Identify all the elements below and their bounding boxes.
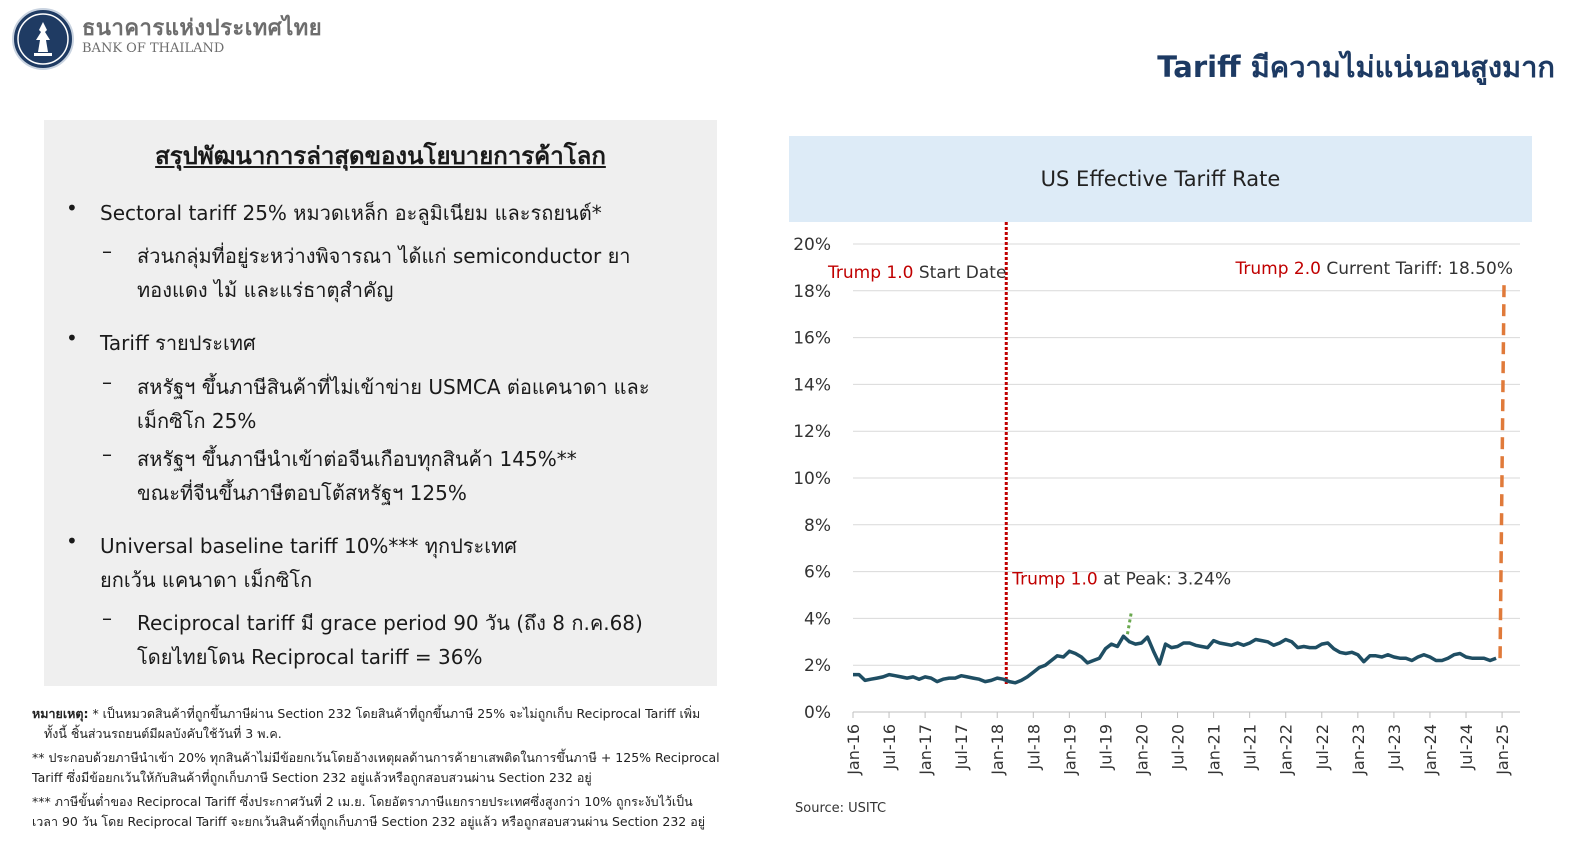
annotation-trump1-start: Trump 1.0 Start Date	[827, 263, 1006, 283]
x-tick-label: Jul-18	[1024, 724, 1043, 770]
bank-logo	[12, 8, 74, 70]
x-tick-label: Jan-25	[1493, 724, 1512, 776]
x-tick-label: Jul-21	[1241, 724, 1260, 770]
chart-title: US Effective Tariff Rate	[1040, 167, 1281, 191]
annotation-trump1-start-text: Start Date	[913, 263, 1006, 283]
annotation-trump1-start-prefix: Trump 1.0	[827, 263, 913, 283]
sub-bullet-line: ส่วนกลุ่มที่อยู่ระหว่างพิจารณา ได้แก่ se…	[137, 244, 631, 268]
sub-bullet-usmca: สหรัฐฯ ขึ้นภาษีสินค้าที่ไม่เข้าข่าย USMC…	[137, 370, 650, 438]
bullet-icon: •	[66, 196, 78, 220]
x-tick-label: Jul-16	[880, 724, 899, 770]
x-tick-label: Jul-19	[1096, 724, 1115, 770]
sub-bullet-line: ขณะที่จีนขึ้นภาษีตอบโต้สหรัฐฯ 125%	[137, 481, 467, 505]
x-tick-label: Jan-17	[916, 724, 935, 776]
y-tick-label: 16%	[793, 329, 831, 349]
footnote-2: ** ประกอบด้วยภาษีนำเข้า 20% ทุกสินค้าไม่…	[32, 750, 720, 765]
bullet-icon: •	[66, 529, 78, 553]
y-tick-label: 14%	[793, 375, 831, 395]
dash-icon: –	[102, 239, 112, 263]
tariff-rate-line	[853, 634, 1497, 685]
x-tick-label: Jan-24	[1421, 724, 1440, 776]
annotation-trump1-peak-prefix: Trump 1.0	[1011, 569, 1097, 589]
x-tick-label: Jan-19	[1060, 724, 1079, 776]
bullet-sectoral-tariff: Sectoral tariff 25% หมวดเหล็ก อะลูมิเนีย…	[100, 201, 602, 225]
x-tick-label: Jan-22	[1277, 724, 1296, 776]
sub-bullet-line: สหรัฐฯ ขึ้นภาษีสินค้าที่ไม่เข้าข่าย USMC…	[137, 375, 650, 399]
tariff-rate-chart: 0% 2% 4% 6% 8% 10% 12% 14% 16% 18% 20% Jan-16 Jul-16…	[793, 222, 1520, 776]
x-tick-label: Jan-16	[844, 724, 863, 776]
bullet-line: Universal baseline tariff 10%*** ทุกประเ…	[100, 534, 517, 558]
x-tick-label: Jan-18	[988, 724, 1007, 776]
dash-icon: –	[102, 442, 112, 466]
annotation-trump1-peak: Trump 1.0 at Peak: 3.24%	[1011, 569, 1231, 589]
bullet-line: ยกเว้น แคนาดา เม็กซิโก	[100, 568, 313, 592]
x-tick-label: Jul-23	[1385, 724, 1404, 770]
org-name-en: BANK OF THAILAND	[82, 41, 225, 56]
sub-bullet-line: เม็กซิโก 25%	[137, 409, 257, 433]
sub-bullet-line: Reciprocal tariff มี grace period 90 วัน…	[137, 611, 643, 635]
panel-title: สรุปพัฒนาการล่าสุดของนโยบายการค้าโลก	[155, 142, 606, 170]
sub-bullet-china: สหรัฐฯ ขึ้นภาษีนำเข้าต่อจีนเกือบทุกสินค้…	[137, 442, 577, 510]
chart-source: Source: USITC	[795, 801, 887, 816]
x-tick-label: Jul-24	[1457, 724, 1476, 770]
bullet-icon: •	[66, 326, 78, 350]
footnote-1: * เป็นหมวดสินค้าที่ถูกขึ้นภาษีผ่าน Secti…	[92, 706, 701, 721]
y-tick-label: 6%	[804, 563, 831, 583]
footnote-1-cont: ทั้งนี้ ชิ้นส่วนรถยนต์มีผลบังคับใช้วันที…	[44, 726, 282, 741]
x-tick-label: Jul-17	[952, 724, 971, 770]
current-tariff-marker	[1498, 281, 1506, 659]
bullet-universal-baseline: Universal baseline tariff 10%*** ทุกประเ…	[100, 529, 517, 597]
sub-bullet-under-review: ส่วนกลุ่มที่อยู่ระหว่างพิจารณา ได้แก่ se…	[137, 239, 631, 307]
footnote-3-cont: เวลา 90 วัน โดย Reciprocal Tariff จะยกเว…	[32, 814, 706, 829]
footnote-2-cont: Tariff ซึ่งมีข้อยกเว้นให้กับสินค้าที่ถูก…	[32, 770, 592, 785]
sub-bullet-line: โดยไทยโดน Reciprocal tariff = 36%	[137, 645, 483, 669]
dash-icon: –	[102, 370, 112, 394]
x-tick-label: Jan-20	[1132, 724, 1151, 776]
x-tick-label: Jan-21	[1205, 724, 1224, 776]
y-tick-label: 0%	[804, 703, 831, 723]
y-tick-label: 10%	[793, 469, 831, 489]
footnotes: หมายเหตุ: * เป็นหมวดสินค้าที่ถูกขึ้นภาษี…	[32, 704, 742, 836]
annotation-trump2-current-text: Current Tariff: 18.50%	[1321, 259, 1513, 279]
y-tick-label: 20%	[793, 235, 831, 255]
peak-marker	[1125, 611, 1133, 635]
y-tick-label: 2%	[804, 656, 831, 676]
footnote-3: *** ภาษีขั้นต่ำของ Reciprocal Tariff ซึ่…	[32, 794, 693, 809]
sub-bullet-line: สหรัฐฯ ขึ้นภาษีนำเข้าต่อจีนเกือบทุกสินค้…	[137, 447, 577, 471]
annotation-trump1-peak-text: at Peak: 3.24%	[1098, 569, 1231, 589]
footnote-label: หมายเหตุ:	[32, 706, 89, 721]
dash-icon: –	[102, 606, 112, 630]
y-tick-label: 8%	[804, 516, 831, 536]
y-tick-label: 4%	[804, 609, 831, 629]
slide-title: Tariff มีความไม่แน่นอนสูงมาก	[1157, 50, 1555, 84]
sub-bullet-reciprocal: Reciprocal tariff มี grace period 90 วัน…	[137, 606, 643, 674]
garuda-emblem-icon	[17, 13, 69, 65]
policy-summary-panel: สรุปพัฒนาการล่าสุดของนโยบายการค้าโลก • S…	[44, 120, 717, 686]
x-tick-label: Jul-20	[1169, 724, 1188, 770]
x-tick-label: Jul-22	[1313, 724, 1332, 770]
y-tick-label: 12%	[793, 422, 831, 442]
sub-bullet-line: ทองแดง ไม้ และแร่ธาตุสำคัญ	[137, 278, 394, 302]
x-tick-label: Jan-23	[1349, 724, 1368, 776]
annotation-trump2-current-prefix: Trump 2.0	[1235, 259, 1321, 279]
chart-title-box: US Effective Tariff Rate	[789, 136, 1532, 222]
org-name-thai: ธนาคารแห่งประเทศไทย	[82, 16, 323, 41]
bullet-country-tariff: Tariff รายประเทศ	[100, 331, 256, 355]
y-tick-label: 18%	[793, 282, 831, 302]
annotation-trump2-current: Trump 2.0 Current Tariff: 18.50%	[1235, 259, 1513, 279]
